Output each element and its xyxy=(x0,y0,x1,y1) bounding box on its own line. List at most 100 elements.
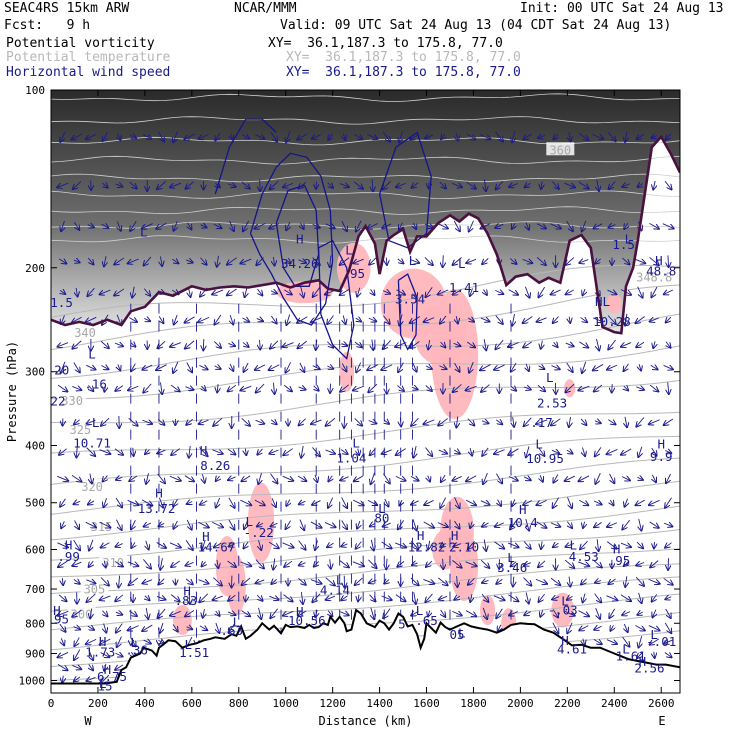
wind-vector xyxy=(269,450,279,454)
wind-extremum-label: 1.04 xyxy=(336,450,366,465)
wind-vector xyxy=(216,476,220,481)
wind-vector xyxy=(413,363,417,371)
wind-vector xyxy=(268,541,279,548)
wind-vector xyxy=(286,130,290,142)
wind-vector xyxy=(523,133,532,139)
wind-extremum-label: L xyxy=(622,641,630,656)
wind-vector xyxy=(383,523,391,527)
wind-vector xyxy=(582,220,586,232)
pv-anomaly xyxy=(480,595,496,626)
wind-extremum-label: L xyxy=(131,635,139,650)
wind-vector xyxy=(100,340,109,348)
wind-vector xyxy=(228,343,235,346)
wind-vector xyxy=(565,543,575,546)
wind-vector xyxy=(582,288,585,295)
wind-extremum-label: H xyxy=(183,584,191,599)
wind-extremum-label: 1.73 xyxy=(85,644,115,659)
x-tick-label: 1600 xyxy=(413,697,440,710)
wind-extremum-label: 4.53 xyxy=(569,549,599,564)
pv-anomaly xyxy=(551,592,574,628)
wind-vector xyxy=(160,622,163,633)
wind-vector xyxy=(579,260,589,263)
wind-vector xyxy=(227,288,237,295)
wind-vector xyxy=(199,134,209,139)
wind-vector xyxy=(456,416,457,428)
theta-contour xyxy=(51,593,680,651)
wind-vector xyxy=(330,559,331,568)
strat-isentrope xyxy=(51,221,680,230)
wind-vector xyxy=(593,639,602,644)
wind-vector xyxy=(650,365,658,369)
wind-vector xyxy=(61,220,64,231)
wind-vector xyxy=(653,341,655,348)
wind-vector xyxy=(131,651,134,658)
wind-vector xyxy=(495,420,502,424)
strat-isentrope xyxy=(51,190,680,200)
wind-extremum-label: L xyxy=(233,614,241,629)
wind-vector xyxy=(101,674,110,683)
wind-vector xyxy=(160,558,162,570)
wind-vector xyxy=(583,521,585,528)
wind-vector xyxy=(310,580,322,584)
wind-vector xyxy=(325,289,336,295)
wind-vector xyxy=(115,497,122,507)
wind-extremum-label: L xyxy=(378,501,386,516)
wind-vector xyxy=(425,135,434,138)
wind-vector xyxy=(370,523,376,526)
wind-vector xyxy=(255,559,264,569)
y-tick-label: 200 xyxy=(25,262,45,275)
wind-vector xyxy=(372,339,373,349)
wind-vector xyxy=(245,287,247,297)
wind-vector xyxy=(411,540,418,549)
wind-vector xyxy=(369,580,377,583)
wind-vector xyxy=(186,181,194,189)
x-tick-label: 1200 xyxy=(319,697,346,710)
wind-vector xyxy=(649,257,659,265)
wind-vector xyxy=(580,418,586,425)
wind-vector xyxy=(495,131,503,141)
wind-vector xyxy=(355,577,363,585)
wind-vector xyxy=(636,541,643,548)
wind-vector xyxy=(398,362,404,373)
wind-vector xyxy=(437,223,448,229)
wind-vector xyxy=(128,258,139,264)
wind-extremum-label: -.22 xyxy=(244,525,274,540)
wind-vector xyxy=(146,607,148,619)
wind-vector xyxy=(538,135,546,138)
wind-vector xyxy=(141,499,152,506)
model-label: SEAC4RS 15km ARW xyxy=(4,1,130,16)
wind-vector xyxy=(523,500,532,505)
wind-vector xyxy=(230,220,234,231)
wind-vector xyxy=(383,340,391,349)
wind-vector xyxy=(298,181,307,188)
wind-vector xyxy=(412,563,418,565)
theta-contour-label: 360 xyxy=(549,143,571,157)
wind-vector xyxy=(76,287,77,297)
wind-vector xyxy=(395,476,406,480)
wind-vector xyxy=(328,475,332,482)
wind-vector xyxy=(440,315,447,324)
theta-label-bg xyxy=(67,606,96,620)
wind-vector xyxy=(342,363,346,371)
theta-contour xyxy=(51,345,680,400)
wind-extremum-label: L xyxy=(458,256,466,271)
y-tick-label: 300 xyxy=(25,366,45,379)
x-tick-label: 800 xyxy=(229,697,249,710)
wind-vector xyxy=(578,561,589,566)
theta-contour-label: 305 xyxy=(84,582,106,596)
wind-vector xyxy=(371,289,375,295)
wind-vector xyxy=(484,179,486,191)
wind-vector xyxy=(399,314,402,325)
wind-vector xyxy=(469,361,474,373)
wind-vector xyxy=(622,519,631,529)
wind-vector xyxy=(566,290,574,294)
wind-extremum-label: H xyxy=(53,603,61,618)
wind-vector xyxy=(73,181,82,189)
wind-vector xyxy=(283,183,294,187)
wind-vector xyxy=(635,576,644,586)
wind-vector xyxy=(579,341,588,348)
wind-vector xyxy=(58,343,69,347)
strat-isentrope xyxy=(51,206,680,215)
wind-vector xyxy=(60,498,66,507)
wind-vector xyxy=(663,523,672,526)
